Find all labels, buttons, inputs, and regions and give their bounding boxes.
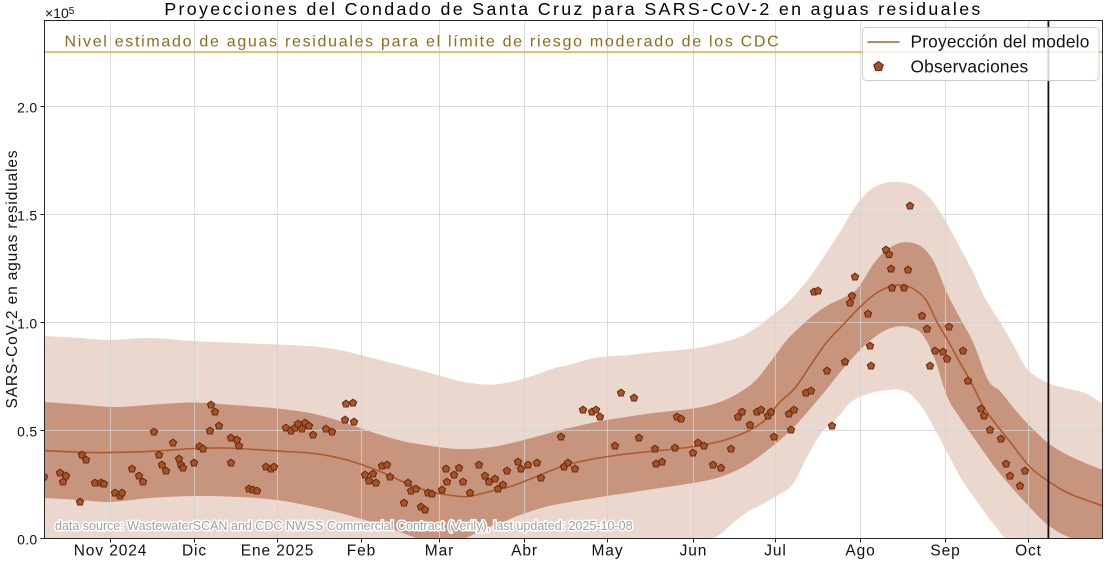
svg-text:Feb: Feb xyxy=(347,543,376,560)
svg-text:Ene 2025: Ene 2025 xyxy=(241,543,315,560)
svg-text:Jul: Jul xyxy=(764,543,787,560)
svg-text:Ago: Ago xyxy=(845,543,875,560)
svg-text:Proyección del modelo: Proyección del modelo xyxy=(911,31,1090,51)
svg-text:Observaciones: Observaciones xyxy=(911,57,1029,77)
svg-text:Nivel estimado de aguas residu: Nivel estimado de aguas residuales para … xyxy=(65,34,781,51)
svg-text:Oct: Oct xyxy=(1015,543,1042,560)
svg-text:0.5: 0.5 xyxy=(17,424,37,440)
svg-text:Mar: Mar xyxy=(425,543,454,560)
svg-text:×105: ×105 xyxy=(45,5,75,21)
svg-text:Proyecciones del Condado de Sa: Proyecciones del Condado de Santa Cruz p… xyxy=(164,0,982,19)
svg-text:SARS-CoV-2 en aguas residuales: SARS-CoV-2 en aguas residuales xyxy=(4,150,21,409)
svg-text:May: May xyxy=(592,543,624,560)
svg-text:0.0: 0.0 xyxy=(17,532,37,548)
svg-text:data source: WastewaterSCAN an: data source: WastewaterSCAN and CDC NWSS… xyxy=(55,519,633,533)
svg-text:Dic: Dic xyxy=(182,543,207,560)
svg-text:Sep: Sep xyxy=(930,543,960,560)
svg-text:2.0: 2.0 xyxy=(17,100,37,116)
svg-text:Jun: Jun xyxy=(680,543,708,560)
svg-text:Abr: Abr xyxy=(511,543,538,560)
svg-text:Nov 2024: Nov 2024 xyxy=(74,543,148,560)
svg-text:1.5: 1.5 xyxy=(17,208,37,224)
svg-text:1.0: 1.0 xyxy=(17,316,37,332)
